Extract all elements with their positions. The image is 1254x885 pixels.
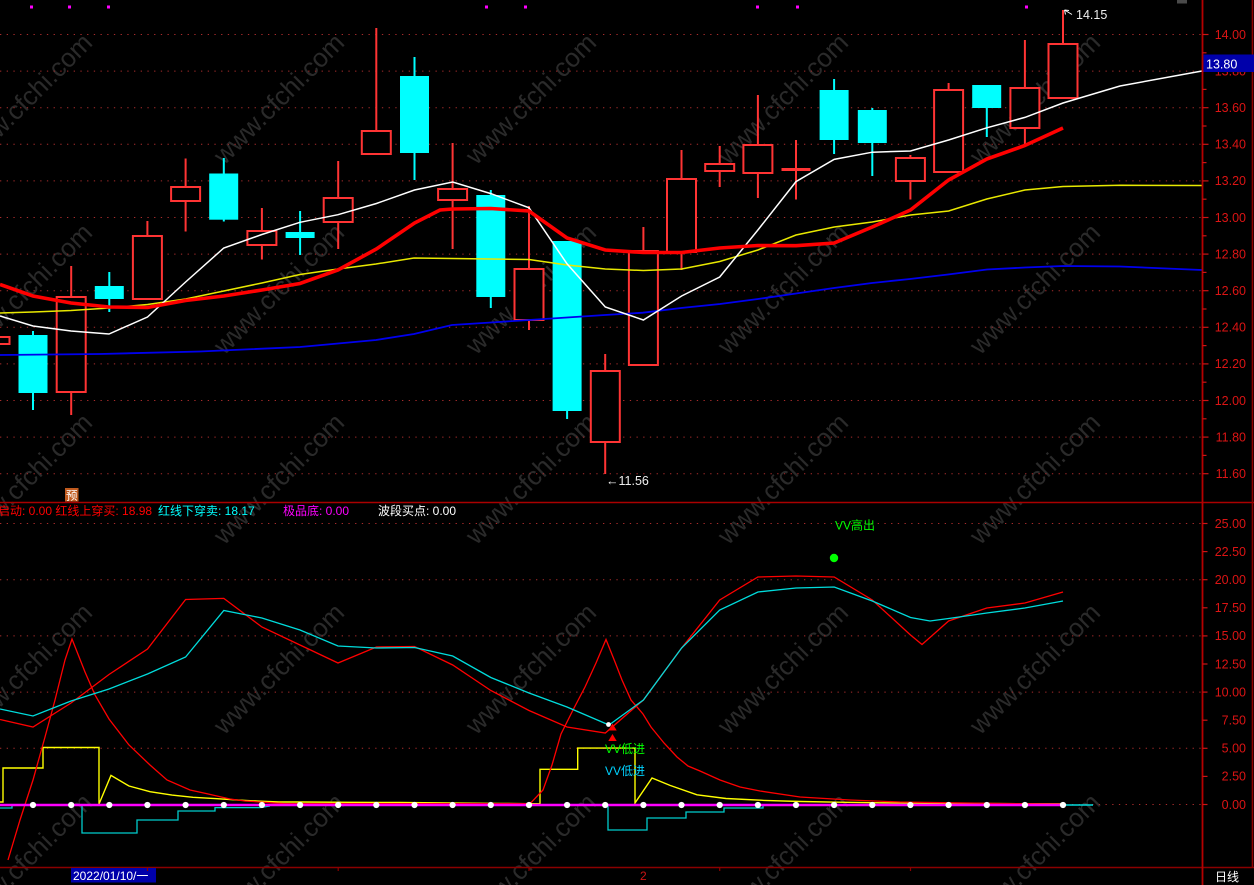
svg-text:启动: 0.00 红线上穿买: 18.98: 启动: 0.00 红线上穿买: 18.98 [0,503,152,518]
svg-text:20.00: 20.00 [1215,573,1246,587]
svg-text:12.40: 12.40 [1215,321,1246,335]
svg-text:13.20: 13.20 [1215,174,1246,188]
svg-text:波段买点: 0.00: 波段买点: 0.00 [378,503,456,518]
svg-text:12.00: 12.00 [1215,394,1246,408]
svg-text:22.50: 22.50 [1215,545,1246,559]
svg-text:←11.56: ←11.56 [606,474,649,488]
svg-text:极品底: 0.00: 极品底: 0.00 [283,503,349,518]
svg-text:14.00: 14.00 [1215,28,1246,42]
svg-text:0.00: 0.00 [1222,798,1246,812]
svg-text:12.20: 12.20 [1215,357,1246,371]
svg-text:2.50: 2.50 [1222,770,1246,784]
svg-text:25.00: 25.00 [1215,517,1246,531]
svg-text:VV低进: VV低进 [605,742,645,756]
svg-text:5.00: 5.00 [1222,742,1246,756]
svg-text:13.00: 13.00 [1215,211,1246,225]
svg-text:14.15: 14.15 [1076,8,1107,22]
svg-text:日线: 日线 [1215,870,1239,884]
svg-text:12.50: 12.50 [1215,657,1246,671]
svg-text:VV高出: VV高出 [835,518,875,533]
svg-text:7.50: 7.50 [1222,714,1246,728]
svg-text:2022/01/10/一: 2022/01/10/一 [73,869,148,883]
svg-text:11.80: 11.80 [1216,430,1246,444]
svg-text:13.60: 13.60 [1215,101,1246,115]
svg-text:17.50: 17.50 [1215,601,1246,615]
svg-text:2: 2 [640,869,647,883]
svg-text:预: 预 [66,490,78,503]
svg-text:15.00: 15.00 [1215,629,1246,643]
svg-text:11.60: 11.60 [1216,467,1246,481]
svg-text:13.40: 13.40 [1215,138,1246,152]
svg-text:13.80: 13.80 [1206,58,1237,72]
svg-text:10.00: 10.00 [1215,685,1246,699]
svg-text:12.60: 12.60 [1215,284,1246,298]
svg-text:红线下穿卖: 18.17: 红线下穿卖: 18.17 [158,503,255,518]
svg-text:12.80: 12.80 [1215,247,1246,261]
svg-text:VV低进: VV低进 [605,764,645,778]
